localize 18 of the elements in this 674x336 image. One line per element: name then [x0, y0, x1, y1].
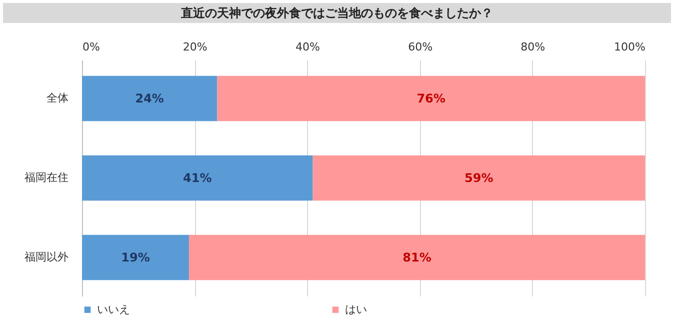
- x-tick-label: 40%: [295, 40, 320, 54]
- x-tick-label: 20%: [182, 40, 208, 54]
- data-label: 24%: [135, 92, 164, 106]
- y-tick-label: 全体: [46, 92, 68, 105]
- chart-title: 直近の天神での夜外食ではご当地のものを食べましたか？: [3, 3, 671, 23]
- x-tick-label: 100%: [614, 40, 646, 54]
- data-label: 19%: [121, 250, 150, 264]
- data-label: 81%: [402, 250, 432, 264]
- data-label: 76%: [416, 92, 446, 106]
- legend-label: いいえ: [97, 302, 130, 316]
- legend-label: はい: [345, 302, 367, 316]
- x-tick-label: 0%: [82, 40, 100, 54]
- x-tick-label: 60%: [408, 40, 433, 54]
- data-label: 41%: [183, 171, 212, 185]
- y-tick-label: 福岡在住: [24, 171, 68, 184]
- x-tick-label: 80%: [520, 40, 546, 54]
- y-tick-label: 福岡以外: [24, 250, 68, 264]
- data-label: 59%: [464, 171, 494, 185]
